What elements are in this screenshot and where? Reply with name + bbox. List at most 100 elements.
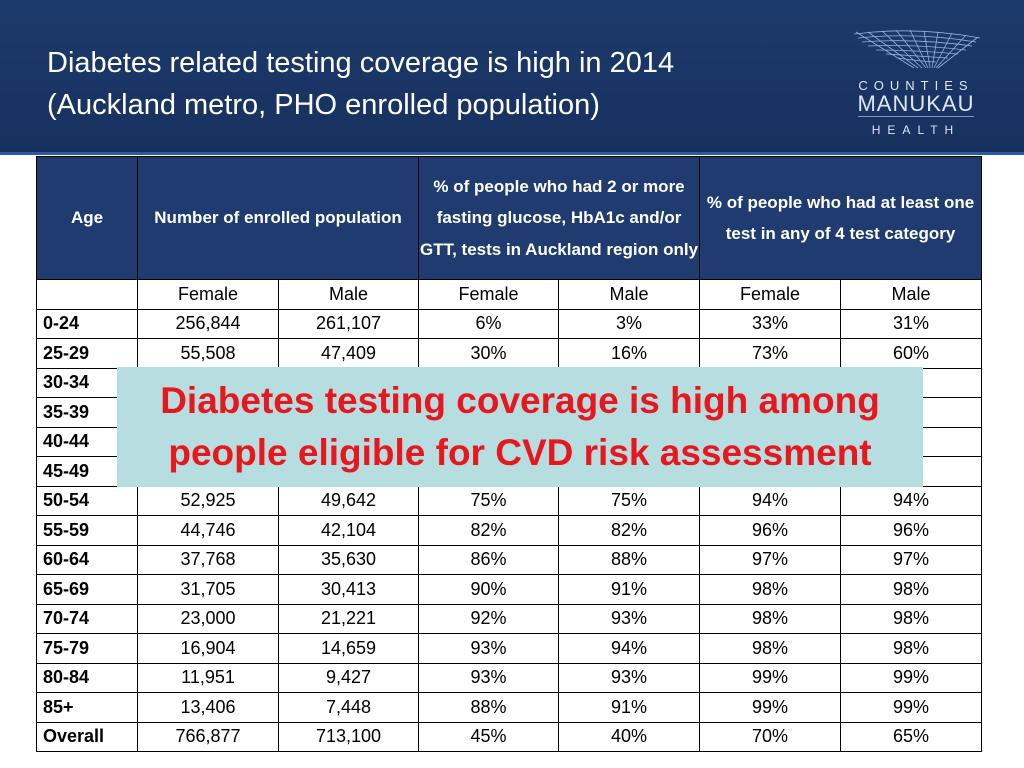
subheader-cell: Female [699, 279, 842, 310]
value-cell: 98% [699, 574, 842, 605]
value-cell: 6% [418, 308, 560, 339]
age-cell: 75-79 [36, 633, 138, 664]
value-cell: 91% [558, 574, 701, 605]
value-cell: 45% [418, 721, 560, 752]
value-cell: 94% [558, 633, 701, 664]
value-cell: 93% [558, 603, 701, 634]
value-cell: 31% [840, 308, 983, 339]
subheader-cell: Male [840, 279, 983, 310]
value-cell: 9,427 [277, 662, 420, 693]
value-cell: 261,107 [277, 308, 420, 339]
age-cell: 80-84 [36, 662, 138, 693]
value-cell: 98% [840, 633, 983, 664]
value-cell: 70% [699, 721, 842, 752]
table-header-row: Age Number of enrolled population % of p… [36, 156, 983, 280]
subheader-blank [36, 279, 138, 310]
age-cell: Overall [36, 721, 138, 752]
value-cell: 13,406 [137, 692, 279, 723]
value-cell: 88% [418, 692, 560, 723]
value-cell: 99% [840, 662, 983, 693]
age-cell: 70-74 [36, 603, 138, 634]
table-row: 50-54 52,925 49,642 75% 75% 94% 94% [36, 485, 983, 516]
value-cell: 49,642 [277, 485, 420, 516]
subheader-cell: Female [418, 279, 560, 310]
value-cell: 23,000 [137, 603, 279, 634]
value-cell: 256,844 [137, 308, 279, 339]
value-cell: 93% [418, 662, 560, 693]
value-cell: 3% [558, 308, 701, 339]
value-cell: 98% [840, 574, 983, 605]
header-age: Age [36, 156, 138, 280]
logo-text-counties: COUNTIES [858, 78, 974, 93]
value-cell: 7,448 [277, 692, 420, 723]
value-cell: 86% [418, 544, 560, 575]
value-cell: 99% [699, 692, 842, 723]
value-cell: 93% [558, 662, 701, 693]
value-cell: 55,508 [137, 338, 279, 369]
value-cell: 90% [418, 574, 560, 605]
value-cell: 98% [840, 603, 983, 634]
table-row: 70-74 23,000 21,221 92% 93% 98% 98% [36, 603, 983, 634]
value-cell: 82% [418, 515, 560, 546]
value-cell: 47,409 [277, 338, 420, 369]
age-cell: 55-59 [36, 515, 138, 546]
table-row: Overall 766,877 713,100 45% 40% 70% 65% [36, 721, 983, 752]
table-row: 55-59 44,746 42,104 82% 82% 96% 96% [36, 515, 983, 546]
value-cell: 65% [840, 721, 983, 752]
value-cell: 96% [699, 515, 842, 546]
table-row: 0-24 256,844 261,107 6% 3% 33% 31% [36, 308, 983, 339]
value-cell: 14,659 [277, 633, 420, 664]
value-cell: 98% [699, 603, 842, 634]
value-cell: 93% [418, 633, 560, 664]
table-row: 60-64 37,768 35,630 86% 88% 97% 97% [36, 544, 983, 575]
value-cell: 31,705 [137, 574, 279, 605]
slide-title-line1: Diabetes related testing coverage is hig… [47, 47, 675, 79]
subheader-cell: Male [558, 279, 701, 310]
subheader-cell: Male [277, 279, 420, 310]
value-cell: 16% [558, 338, 701, 369]
age-cell: 60-64 [36, 544, 138, 575]
table-row: 85+ 13,406 7,448 88% 91% 99% 99% [36, 692, 983, 723]
table-subheader-row: Female Male Female Male Female Male [36, 279, 983, 310]
logo-text-manukau: MANUKAU [857, 91, 975, 116]
value-cell: 21,221 [277, 603, 420, 634]
value-cell: 33% [699, 308, 842, 339]
table-row: 25-29 55,508 47,409 30% 16% 73% 60% [36, 338, 983, 369]
value-cell: 97% [840, 544, 983, 575]
logo-mesh-icon [853, 29, 981, 69]
header-any-test: % of people who had at least one test in… [699, 156, 983, 280]
table-row: 75-79 16,904 14,659 93% 94% 98% 98% [36, 633, 983, 664]
callout-box: Diabetes testing coverage is high among … [117, 367, 923, 487]
age-cell: 85+ [36, 692, 138, 723]
value-cell: 52,925 [137, 485, 279, 516]
value-cell: 60% [840, 338, 983, 369]
value-cell: 96% [840, 515, 983, 546]
value-cell: 40% [558, 721, 701, 752]
value-cell: 35,630 [277, 544, 420, 575]
value-cell: 92% [418, 603, 560, 634]
table-body: Female Male Female Male Female Male 0-24… [36, 279, 983, 752]
value-cell: 30% [418, 338, 560, 369]
value-cell: 16,904 [137, 633, 279, 664]
counties-manukau-logo: COUNTIES MANUKAU HEALTH [848, 28, 984, 140]
value-cell: 99% [840, 692, 983, 723]
age-cell: 50-54 [36, 485, 138, 516]
header-enrolled-population: Number of enrolled population [136, 156, 420, 280]
value-cell: 11,951 [137, 662, 279, 693]
value-cell: 99% [699, 662, 842, 693]
value-cell: 37,768 [137, 544, 279, 575]
table-row: 65-69 31,705 30,413 90% 91% 98% 98% [36, 574, 983, 605]
slide-header: Diabetes related testing coverage is hig… [0, 0, 1024, 155]
value-cell: 88% [558, 544, 701, 575]
slide-title-line2: (Auckland metro, PHO enrolled population… [47, 89, 600, 121]
value-cell: 73% [699, 338, 842, 369]
value-cell: 82% [558, 515, 701, 546]
logo-divider [858, 116, 974, 117]
value-cell: 94% [840, 485, 983, 516]
table-row: 80-84 11,951 9,427 93% 93% 99% 99% [36, 662, 983, 693]
age-cell: 0-24 [36, 308, 138, 339]
header-fasting-tests: % of people who had 2 or more fasting gl… [418, 156, 701, 280]
value-cell: 98% [699, 633, 842, 664]
value-cell: 94% [699, 485, 842, 516]
value-cell: 766,877 [137, 721, 279, 752]
